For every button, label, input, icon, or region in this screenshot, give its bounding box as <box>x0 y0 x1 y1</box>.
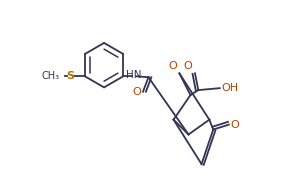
Text: O: O <box>183 61 192 71</box>
Text: O: O <box>169 61 178 71</box>
Text: O: O <box>132 87 141 97</box>
Text: S: S <box>66 71 74 81</box>
Text: HN: HN <box>126 70 142 80</box>
Text: CH₃: CH₃ <box>42 71 60 81</box>
Text: O: O <box>230 120 239 130</box>
Text: OH: OH <box>221 83 238 93</box>
